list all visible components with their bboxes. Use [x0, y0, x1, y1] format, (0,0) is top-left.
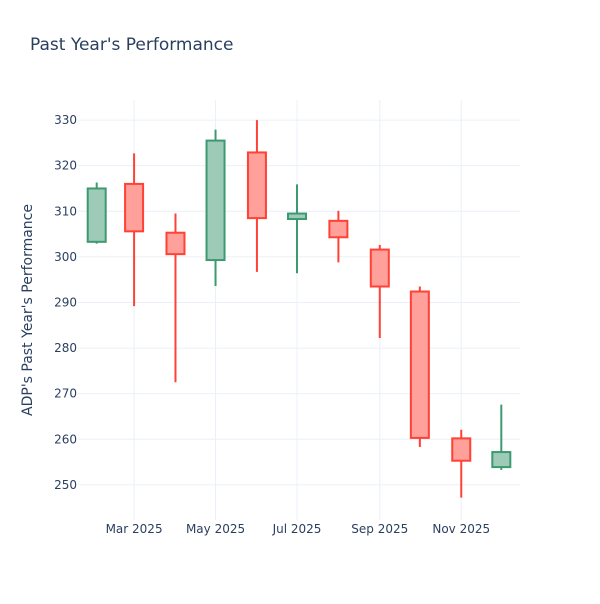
y-tick-label: 310 [54, 204, 77, 218]
candle-2025-05-01[interactable] [205, 129, 226, 287]
candle-body [409, 290, 430, 439]
candle-body [491, 451, 512, 469]
y-axis-label: ADP's Past Year's Performance [20, 204, 36, 416]
y-tick-label: 270 [54, 387, 77, 401]
x-tick-label: Mar 2025 [106, 522, 163, 536]
y-tick-label: 330 [54, 113, 77, 127]
candle-2025-07-01[interactable] [286, 184, 307, 274]
candle-2025-12-01[interactable] [491, 404, 512, 470]
candles [86, 120, 512, 498]
x-axis-ticks: Mar 2025 May 2025 Jul 2025 Sep 2025 Nov 2025 [106, 522, 491, 536]
chart-title: Past Year's Performance [30, 35, 234, 55]
candle-2025-09-01[interactable] [369, 245, 390, 339]
candle-2025-02-01[interactable] [86, 182, 107, 244]
candle-body [86, 187, 107, 243]
candle-body [246, 151, 267, 220]
y-tick-label: 250 [54, 478, 77, 492]
candle-body [328, 219, 349, 239]
candle-body [369, 248, 390, 288]
y-tick-label: 320 [54, 159, 77, 173]
y-tick-label: 260 [54, 432, 77, 446]
candle-body [451, 437, 472, 462]
x-tick-label: May 2025 [186, 522, 245, 536]
x-tick-label: Jul 2025 [272, 522, 322, 536]
candle-2025-08-01[interactable] [328, 210, 349, 263]
candle-2025-03-01[interactable] [124, 153, 145, 307]
candle-2025-04-01[interactable] [165, 213, 186, 383]
y-tick-label: 280 [54, 341, 77, 355]
y-tick-label: 300 [54, 250, 77, 264]
candle-body [205, 139, 226, 262]
candle-2025-11-01[interactable] [451, 429, 472, 498]
candle-body [286, 212, 307, 221]
y-axis-ticks: 250 260 270 280 290 300 310 320 330 [54, 113, 77, 492]
candle-body [165, 231, 186, 256]
y-tick-label: 290 [54, 295, 77, 309]
x-tick-label: Nov 2025 [432, 522, 490, 536]
x-tick-label: Sep 2025 [351, 522, 408, 536]
candle-2025-06-01[interactable] [246, 120, 267, 272]
candle-body [124, 182, 145, 233]
candle-2025-10-01[interactable] [409, 286, 430, 448]
